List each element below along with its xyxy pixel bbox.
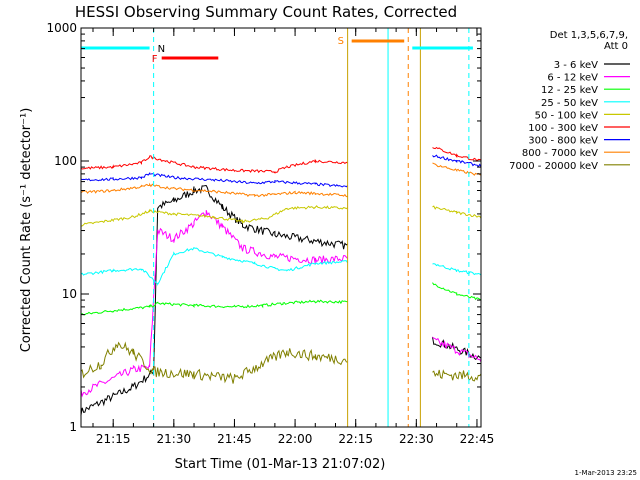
series-line-4 xyxy=(80,247,482,286)
chart-title: HESSI Observing Summary Count Rates, Cor… xyxy=(75,3,457,21)
legend-header-1: Det 1,3,5,6,7,9, xyxy=(550,30,628,41)
x-tick-label-3: 21:45 xyxy=(217,432,252,446)
y-tick-label-1: 1 xyxy=(69,420,77,434)
series-line-9 xyxy=(80,341,482,384)
legend-label-2: 6 - 12 keV xyxy=(547,73,598,84)
y-axis-label: Corrected Count Rate (s⁻¹ detector⁻¹) xyxy=(19,108,34,353)
flare-flag-label: F xyxy=(152,54,158,65)
x-tick-label-1: 21:15 xyxy=(96,432,131,446)
legend-label-6: 100 - 300 keV xyxy=(528,123,598,134)
legend: Det 1,3,5,6,7,9,Att 0 3 - 6 keV 6 - 12 keV… xyxy=(509,30,630,172)
y-tick-label-3: 100 xyxy=(54,154,77,168)
x-tick-label-7: 22:45 xyxy=(460,432,495,446)
series-line-1 xyxy=(80,185,482,416)
plot-frame xyxy=(80,27,482,428)
legend-header-2: Att 0 xyxy=(604,41,628,52)
axis-layer: 21:15 21:30 21:45 22:00 22:15 22:30 22:45 1 10 10… xyxy=(46,21,494,446)
legend-label-9: 7000 - 20000 keV xyxy=(509,161,598,172)
saa-s-flag-label: S xyxy=(338,36,344,47)
series-line-6 xyxy=(80,146,482,174)
x-tick-label-6: 22:30 xyxy=(399,432,434,446)
series-line-5 xyxy=(80,205,482,227)
night-flag-label: N xyxy=(158,44,165,55)
x-tick-label-2: 21:30 xyxy=(157,432,192,446)
legend-label-4: 25 - 50 keV xyxy=(541,98,598,109)
legend-label-8: 800 - 7000 keV xyxy=(522,148,598,159)
marker-layer xyxy=(153,28,470,427)
x-tick-label-5: 22:15 xyxy=(338,432,373,446)
legend-label-3: 12 - 25 keV xyxy=(541,85,598,96)
legend-label-7: 300 - 800 keV xyxy=(528,136,598,147)
x-tick-label-4: 22:00 xyxy=(278,432,313,446)
y-tick-label-2: 10 xyxy=(62,287,77,301)
series-line-8 xyxy=(80,162,482,198)
series-layer xyxy=(80,146,482,416)
series-line-3 xyxy=(80,282,482,316)
legend-label-1: 3 - 6 keV xyxy=(554,60,598,71)
flag-layer: NF S xyxy=(80,36,473,65)
timestamp: 1-Mar-2013 23:25 xyxy=(575,469,637,477)
y-tick-label-4: 1000 xyxy=(46,21,77,35)
legend-label-5: 50 - 100 keV xyxy=(535,110,599,121)
series-line-7 xyxy=(80,154,482,188)
x-axis-label: Start Time (01-Mar-13 21:07:02) xyxy=(175,457,386,472)
